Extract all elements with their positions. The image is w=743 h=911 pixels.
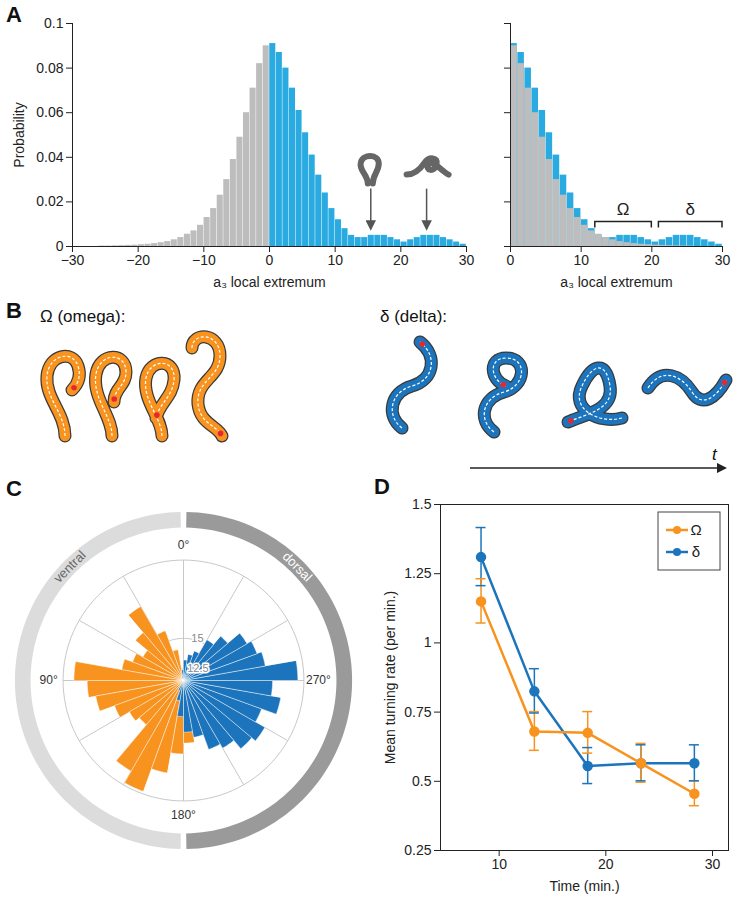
svg-text:0: 0 bbox=[507, 252, 515, 268]
svg-text:10: 10 bbox=[573, 252, 589, 268]
svg-text:10: 10 bbox=[491, 856, 507, 872]
svg-text:0.06: 0.06 bbox=[36, 104, 63, 120]
svg-text:30: 30 bbox=[705, 856, 721, 872]
svg-text:0: 0 bbox=[55, 238, 64, 254]
svg-text:−10: −10 bbox=[192, 252, 216, 268]
svg-text:10: 10 bbox=[327, 252, 343, 268]
svg-text:Ω (omega):: Ω (omega): bbox=[40, 307, 125, 326]
svg-text:0.25: 0.25 bbox=[404, 842, 431, 858]
svg-text:Ω: Ω bbox=[690, 521, 701, 538]
svg-text:t: t bbox=[712, 445, 718, 464]
svg-text:−20: −20 bbox=[126, 252, 150, 268]
svg-text:0.04: 0.04 bbox=[36, 149, 63, 165]
svg-text:0.1: 0.1 bbox=[44, 15, 64, 31]
svg-text:20: 20 bbox=[598, 856, 614, 872]
svg-text:0.75: 0.75 bbox=[404, 704, 431, 720]
svg-text:δ: δ bbox=[692, 543, 700, 560]
svg-text:Mean turning rate (per min.): Mean turning rate (per min.) bbox=[382, 591, 398, 765]
svg-text:1.25: 1.25 bbox=[404, 565, 431, 581]
svg-text:ventral: ventral bbox=[50, 547, 88, 585]
svg-text:1: 1 bbox=[424, 634, 432, 650]
html-text:A: A bbox=[6, 2, 22, 27]
svg-text:30: 30 bbox=[459, 252, 475, 268]
svg-text:0.5: 0.5 bbox=[412, 773, 432, 789]
svg-text:a₃ local extremum: a₃ local extremum bbox=[213, 274, 325, 290]
svg-text:dorsal: dorsal bbox=[280, 549, 316, 585]
svg-text:−30: −30 bbox=[61, 252, 85, 268]
svg-text:20: 20 bbox=[644, 252, 660, 268]
svg-text:0.08: 0.08 bbox=[36, 60, 63, 76]
svg-text:δ (delta):: δ (delta): bbox=[380, 307, 447, 326]
svg-text:a₃ local extremum: a₃ local extremum bbox=[560, 274, 672, 290]
svg-text:Probability: Probability bbox=[11, 102, 27, 167]
svg-text:270°: 270° bbox=[306, 673, 331, 687]
svg-text:0: 0 bbox=[266, 252, 274, 268]
svg-text:20: 20 bbox=[393, 252, 409, 268]
svg-text:15: 15 bbox=[191, 632, 203, 644]
html-text:B: B bbox=[6, 298, 22, 323]
svg-text:30: 30 bbox=[715, 252, 731, 268]
svg-text:0.02: 0.02 bbox=[36, 193, 63, 209]
html-text:C: C bbox=[6, 476, 22, 501]
svg-text:Time (min.): Time (min.) bbox=[549, 878, 619, 894]
svg-text:12.5: 12.5 bbox=[187, 662, 208, 674]
svg-text:δ: δ bbox=[685, 200, 694, 219]
svg-text:0°: 0° bbox=[178, 538, 190, 552]
svg-text:Ω: Ω bbox=[617, 200, 630, 219]
svg-text:1.5: 1.5 bbox=[412, 496, 432, 512]
html-text:D: D bbox=[374, 474, 390, 499]
svg-text:180°: 180° bbox=[171, 808, 196, 822]
svg-text:90°: 90° bbox=[40, 673, 58, 687]
